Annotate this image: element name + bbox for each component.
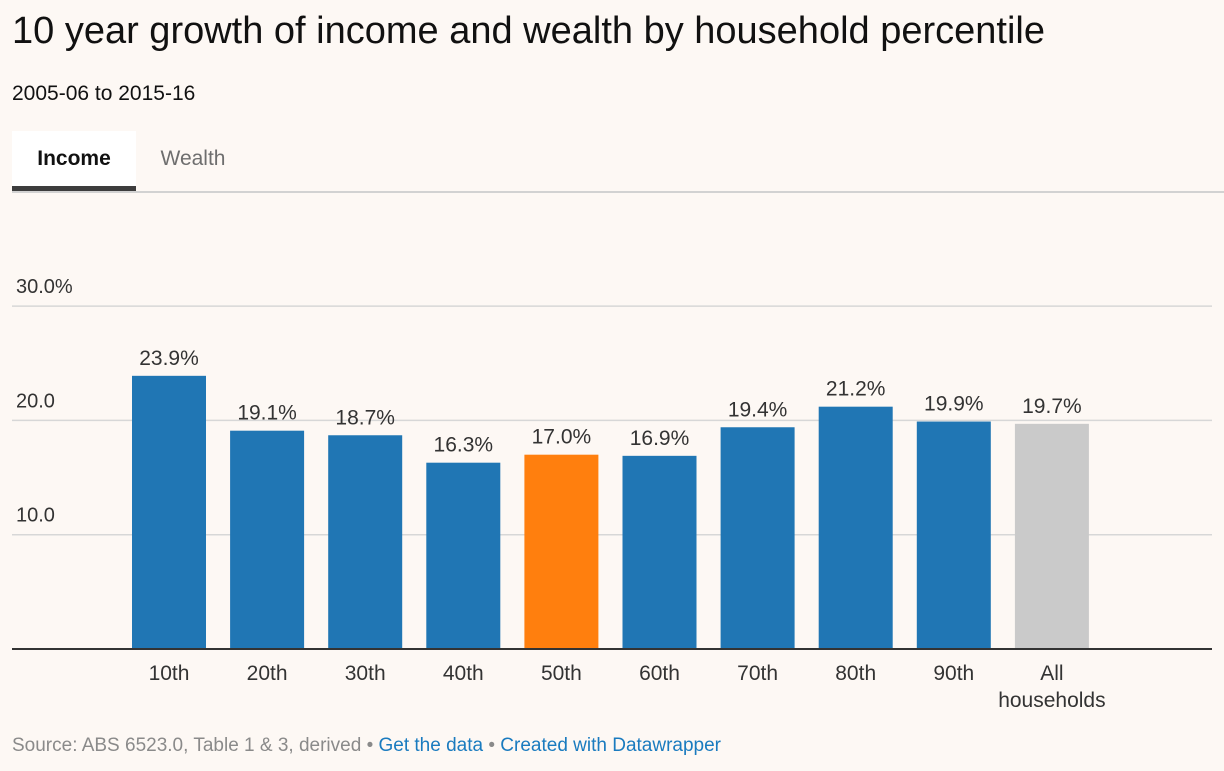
footer: Source: ABS 6523.0, Table 1 & 3, derived… <box>12 735 721 757</box>
x-tick-label: 90th <box>933 662 974 685</box>
chart-title: 10 year growth of income and wealth by h… <box>12 10 1045 52</box>
datawrapper-link[interactable]: Created with Datawrapper <box>500 735 722 756</box>
x-tick-label: 60th <box>639 662 680 685</box>
bar <box>230 430 305 649</box>
data-label: 18.7% <box>335 406 395 429</box>
x-tick-label: 10th <box>149 662 190 685</box>
footer-separator: • <box>366 735 374 756</box>
bar <box>1014 423 1089 649</box>
y-tick-label: 20.0 <box>16 390 55 412</box>
x-tick-label: All <box>1040 662 1063 685</box>
bar <box>622 455 697 649</box>
get-data-link[interactable]: Get the data <box>378 735 484 756</box>
bar <box>524 454 599 649</box>
x-tick-label: 40th <box>443 662 484 685</box>
data-label: 23.9% <box>139 347 199 370</box>
x-tick-label: 30th <box>345 662 386 685</box>
data-label: 16.3% <box>434 434 494 457</box>
data-label: 19.9% <box>924 393 984 416</box>
data-label: 21.2% <box>826 378 886 401</box>
bar <box>818 406 893 649</box>
data-label: 19.7% <box>1022 395 1082 418</box>
data-label: 19.1% <box>237 402 297 425</box>
y-tick-label: 10.0 <box>16 505 55 527</box>
x-tick-label: 80th <box>835 662 876 685</box>
tab-wealth[interactable]: Wealth <box>160 147 226 170</box>
source-note: Source: ABS 6523.0, Table 1 & 3, derived <box>12 735 362 756</box>
chart-subtitle: 2005-06 to 2015-16 <box>12 82 196 105</box>
x-tick-label: 50th <box>541 662 582 685</box>
bar <box>720 427 795 649</box>
tab-income[interactable]: Income <box>12 131 136 191</box>
y-tick-label: 30.0% <box>16 276 73 298</box>
bar <box>916 421 991 649</box>
data-label: 16.9% <box>630 427 690 450</box>
footer-separator: • <box>488 735 496 756</box>
bar <box>426 462 501 649</box>
bar <box>132 375 206 649</box>
data-label: 19.4% <box>728 398 788 421</box>
x-tick-label: households <box>998 689 1105 712</box>
tab-bar: Income Wealth <box>12 131 1224 193</box>
x-tick-label: 20th <box>247 662 288 685</box>
bar <box>328 435 403 649</box>
x-tick-label: 70th <box>737 662 778 685</box>
data-label: 17.0% <box>532 426 592 449</box>
